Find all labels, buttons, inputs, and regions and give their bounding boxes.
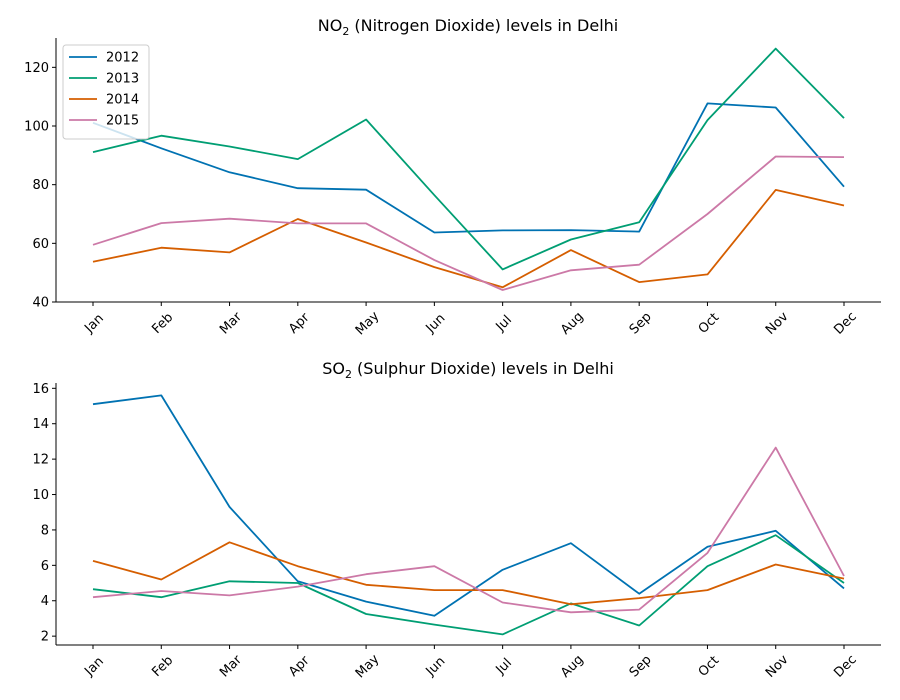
y-tick-label: 14 xyxy=(32,417,49,432)
y-tick-label: 2 xyxy=(41,630,49,645)
series-line-2015 xyxy=(92,155,845,291)
y-tick-label: 60 xyxy=(32,237,49,252)
y-tick-label: 10 xyxy=(32,488,49,503)
legend-label: 2014 xyxy=(106,93,139,108)
chart-title: SO2 (Sulphur Dioxide) levels in Delhi xyxy=(322,359,614,381)
legend-label: 2012 xyxy=(106,51,139,66)
y-tick-label: 100 xyxy=(24,120,49,135)
legend-label: 2015 xyxy=(106,114,139,129)
chart-title: NO2 (Nitrogen Dioxide) levels in Delhi xyxy=(318,16,618,38)
y-tick-label: 80 xyxy=(32,178,49,193)
y-tick-label: 6 xyxy=(41,559,49,574)
y-tick-label: 40 xyxy=(32,296,49,311)
series-line-2014 xyxy=(92,188,845,289)
y-tick-label: 120 xyxy=(24,61,49,76)
y-tick-label: 12 xyxy=(32,453,49,468)
series-line-2015 xyxy=(92,446,845,614)
y-tick-label: 4 xyxy=(41,594,49,609)
y-tick-label: 8 xyxy=(41,523,49,538)
y-tick-label: 16 xyxy=(32,382,49,397)
series-line-2013 xyxy=(92,534,845,636)
series-line-2012 xyxy=(92,394,845,617)
legend-label: 2013 xyxy=(106,72,139,87)
series-line-2013 xyxy=(92,47,845,271)
legend-box xyxy=(62,44,150,140)
series-line-2014 xyxy=(92,541,845,606)
